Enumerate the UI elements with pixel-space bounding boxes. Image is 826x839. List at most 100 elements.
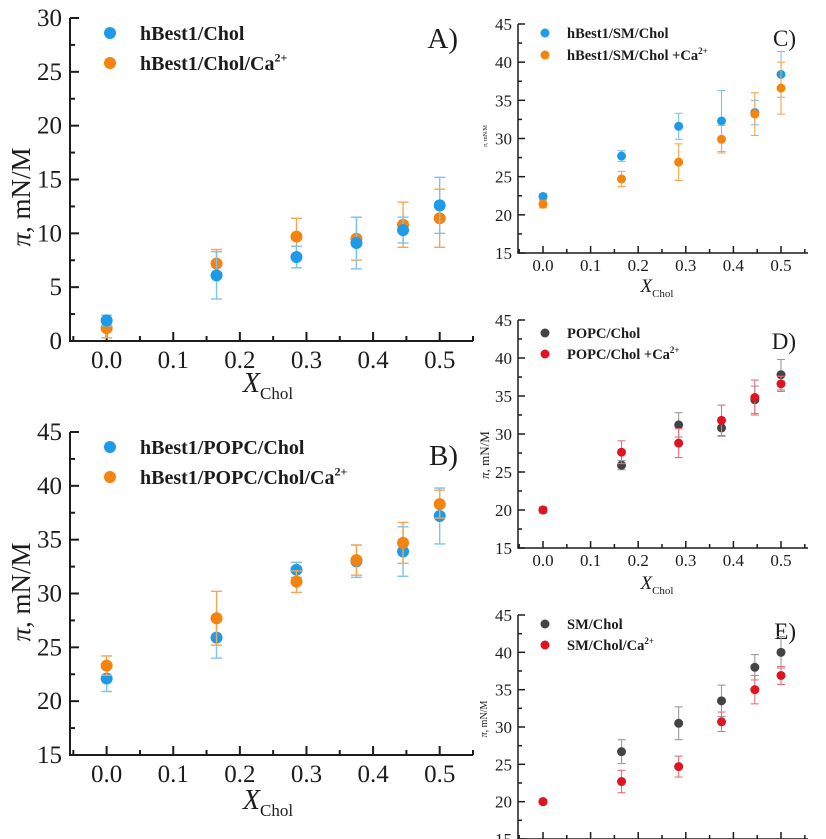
legend: hBest1/POPC/Chol hBest1/POPC/Chol/Ca2+ [104,437,347,489]
panel-label: E) [774,619,796,644]
y-tick-label: 40 [495,349,512,368]
y-tick-label: 35 [495,91,512,110]
panel-b-chart: 0.0 0.1 0.2 0.3 0.4 0.5 15 20 25 30 35 40 45 π, mN/M X… [6,419,474,820]
y-tick-label: 30 [495,718,512,737]
y-axis-label: π, mN/M [483,124,489,147]
legend-marker [540,50,550,60]
data-point [350,237,363,250]
x-tick-label: 0.0 [532,256,553,275]
y-tick-label: 45 [495,606,512,625]
x-tick-label: 0.2 [224,347,255,374]
data-point [617,447,627,457]
x-tick-label: 0.4 [723,256,745,275]
y-tick-label: 5 [50,274,63,301]
legend-label: hBest1/POPC/Chol [140,437,305,459]
legend: POPC/Chol POPC/Chol +Ca2+ [540,326,680,363]
legend: SM/Chol SM/Chol/Ca2+ [540,617,654,654]
y-tick-label: 30 [37,5,62,32]
data-point [674,762,684,772]
legend-marker [104,27,116,39]
y-tick-label: 25 [37,634,62,661]
x-tick-label: 0.1 [158,761,189,788]
panel-label: D) [772,329,796,354]
data-point [717,116,727,126]
y-tick-label: 20 [495,501,512,520]
data-point [538,505,548,515]
y-tick-label: 15 [37,167,62,194]
y-tick-label: 15 [495,539,512,558]
series-0 [538,636,786,807]
data-point [776,379,786,389]
series-0 [538,358,786,515]
legend-marker [540,640,550,650]
data-point [750,662,760,672]
panel-d-chart: 0.0 0.1 0.2 0.3 0.4 0.5 15 20 25 30 35 40 45 π, mN/M X… [480,311,808,597]
data-point [617,747,627,757]
data-point [776,670,786,680]
y-tick-label: 45 [37,419,62,446]
axes: 15 20 25 30 35 40 45 π, mN/M [480,606,808,839]
y-tick-label: 35 [495,681,512,700]
axes: 0.0 0.1 0.2 0.3 0.4 0.5 15 20 25 30 35 40 45 π, mN/M X… [483,15,808,300]
legend-label: hBest1/POPC/Chol/Ca2+ [140,464,347,488]
x-tick-label: 0.5 [770,256,791,275]
data-point [717,134,727,144]
y-tick-label: 20 [37,113,62,140]
x-tick-label: 0.1 [158,347,189,374]
y-tick-label: 25 [495,463,512,482]
panel-c-chart: 0.0 0.1 0.2 0.3 0.4 0.5 15 20 25 30 35 40 45 π, mN/M X… [483,15,808,300]
y-tick-label: 35 [495,387,512,406]
y-tick-label: 40 [37,473,62,500]
data-point [290,563,303,576]
axes: 0.0 0.1 0.2 0.3 0.4 0.5 15 20 25 30 35 40 45 π, mN/M X… [6,419,474,820]
data-point [750,685,760,695]
x-tick-label: 0.1 [580,551,601,570]
data-point [433,199,446,212]
data-point [674,438,684,448]
panel-e-chart: 15 20 25 30 35 40 45 π, mN/M SM/Chol SM/Chol/Ca2+… [480,606,808,839]
legend-label: POPC/Chol +Ca2+ [567,345,680,363]
y-tick-label: 30 [495,425,512,444]
x-axis-label: XChol [242,368,293,400]
data-point [617,174,627,184]
legend-marker [104,471,116,483]
data-point [750,393,760,403]
series-0 [538,50,786,202]
data-point [290,230,303,243]
y-tick-label: 40 [495,53,512,72]
data-point [433,498,446,511]
x-tick-label: 0.2 [628,551,649,570]
data-point [674,718,684,728]
series-1 [538,665,786,807]
axes: 0.0 0.1 0.2 0.3 0.4 0.5 15 20 25 30 35 40 45 π, mN/M X… [480,311,808,597]
legend-marker [104,441,116,453]
legend-label: SM/Chol/Ca2+ [567,636,654,654]
y-tick-label: 15 [495,830,512,839]
data-point [776,370,786,380]
x-tick-label: 0.0 [532,551,553,570]
panel-label: A) [427,23,458,55]
y-tick-label: 0 [50,328,63,355]
legend-label: SM/Chol [567,617,623,633]
data-point [538,192,548,202]
legend-label: POPC/Chol [567,326,640,342]
data-point [717,717,727,727]
data-point [776,647,786,657]
x-tick-label: 0.5 [424,347,455,374]
y-tick-label: 40 [495,643,512,662]
y-tick-label: 25 [37,59,62,86]
series-1 [538,61,786,209]
axes: 0.0 0.1 0.2 0.3 0.4 0.5 0 5 10 15 20 25 30 π, mN/M XCh… [6,5,474,400]
data-point [617,777,627,787]
x-tick-label: 0.3 [675,256,696,275]
legend-label: hBest1/SM/Chol +Ca2+ [567,46,708,64]
data-point [290,575,303,588]
legend-label: hBest1/Chol [140,23,245,45]
x-tick-label: 0.0 [91,347,122,374]
data-point [397,224,410,237]
data-point [674,157,684,167]
data-point [538,797,548,807]
data-point [350,554,363,567]
x-tick-label: 0.0 [91,761,122,788]
y-tick-label: 45 [495,15,512,34]
